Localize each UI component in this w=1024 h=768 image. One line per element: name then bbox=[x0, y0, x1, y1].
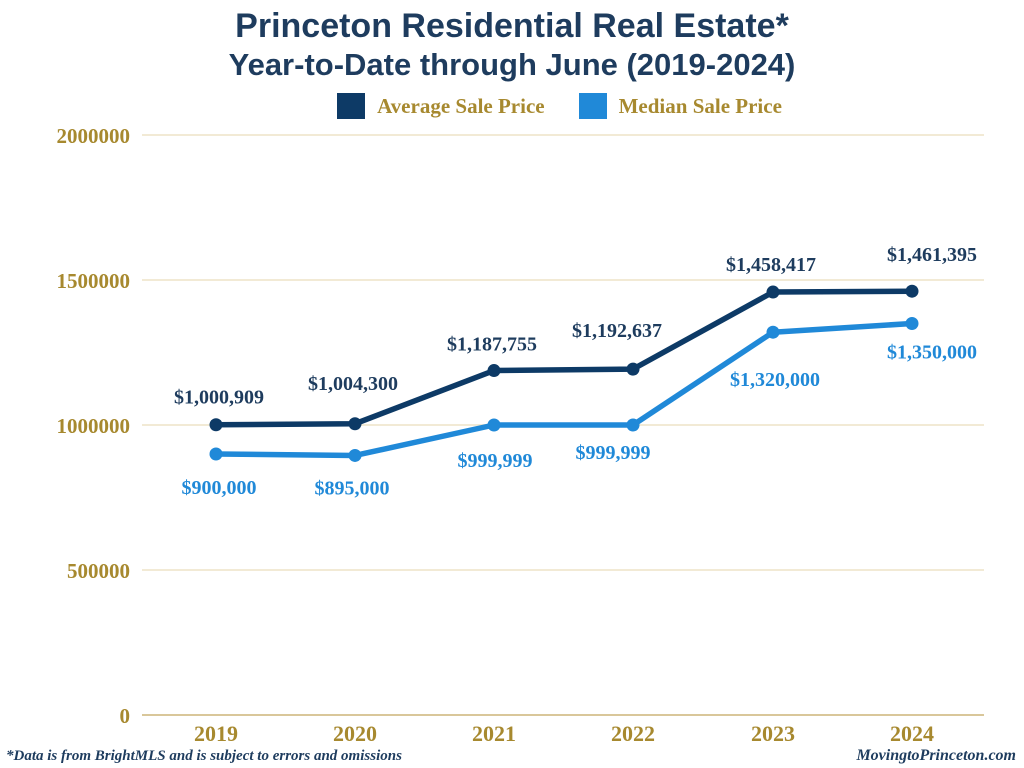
average-series-swatch-icon bbox=[337, 93, 366, 119]
y-tick-label: 1500000 bbox=[57, 269, 131, 293]
median-series-swatch-icon bbox=[578, 93, 607, 119]
website-credit: MovingtoPrinceton.com bbox=[856, 747, 1016, 764]
y-tick-label: 1000000 bbox=[57, 414, 131, 438]
data-point-label: $895,000 bbox=[315, 477, 390, 499]
data-point-label: $1,461,395 bbox=[887, 244, 977, 266]
x-tick-label: 2023 bbox=[751, 721, 795, 746]
data-point-label: $1,320,000 bbox=[730, 369, 820, 391]
data-point-label: $1,000,909 bbox=[174, 387, 264, 409]
data-point-label: $1,350,000 bbox=[887, 342, 977, 364]
data-point-marker bbox=[348, 448, 362, 462]
x-tick-label: 2021 bbox=[472, 721, 516, 746]
data-point-marker bbox=[209, 418, 223, 432]
legend-label-median-sale-price: Median Sale Price bbox=[618, 93, 782, 118]
x-tick-label: 2019 bbox=[194, 721, 238, 746]
chart-legend: Average Sale Price Median Sale Price bbox=[0, 91, 1024, 121]
data-point-marker bbox=[766, 285, 780, 299]
data-disclaimer: *Data is from BrightMLS and is subject t… bbox=[6, 748, 402, 764]
data-point-label: $1,004,300 bbox=[308, 373, 398, 395]
legend-label-average-sale-price: Average Sale Price bbox=[377, 93, 545, 118]
data-point-marker bbox=[209, 447, 223, 461]
series-line-median bbox=[213, 320, 915, 459]
data-point-marker bbox=[487, 364, 501, 378]
data-point-marker bbox=[487, 418, 501, 432]
legend-item-median-sale-price: Median Sale Price bbox=[578, 93, 782, 119]
data-point-marker bbox=[626, 362, 640, 376]
y-tick-label: 2000000 bbox=[57, 124, 131, 148]
data-point-label: $999,999 bbox=[576, 442, 651, 464]
x-tick-label: 2020 bbox=[333, 721, 377, 746]
page-subtitle: Year-to-Date through June (2019-2024) bbox=[228, 47, 796, 82]
x-tick-label: 2024 bbox=[890, 721, 934, 746]
data-point-label: $1,187,755 bbox=[447, 334, 537, 356]
data-point-label: $999,999 bbox=[458, 450, 533, 472]
page-title: Princeton Residential Real Estate* bbox=[235, 7, 789, 45]
y-tick-label: 500000 bbox=[67, 559, 130, 583]
series-line-average bbox=[213, 288, 915, 428]
data-point-marker bbox=[905, 284, 919, 298]
x-tick-label: 2022 bbox=[611, 721, 655, 746]
data-point-marker bbox=[626, 418, 640, 432]
data-point-marker bbox=[905, 317, 919, 330]
data-point-label: $1,458,417 bbox=[726, 254, 816, 276]
data-point-marker bbox=[766, 325, 780, 339]
legend-item-average-sale-price: Average Sale Price bbox=[337, 93, 545, 119]
data-point-label: $900,000 bbox=[182, 477, 257, 499]
y-tick-label: 0 bbox=[120, 704, 131, 728]
data-point-marker bbox=[348, 417, 362, 431]
data-point-label: $1,192,637 bbox=[572, 320, 662, 342]
